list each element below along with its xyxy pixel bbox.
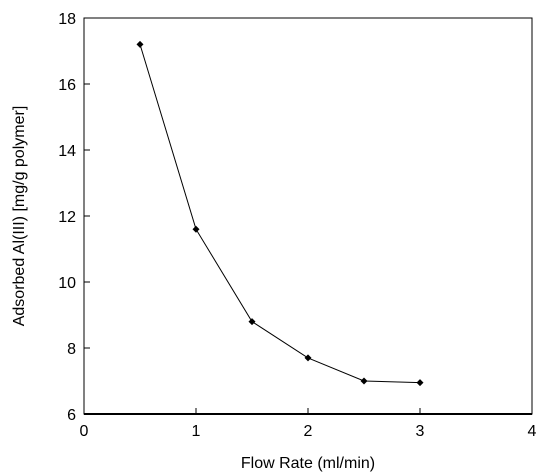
y-tick-label: 8 xyxy=(67,341,76,358)
x-axis-ticks: 0 1 2 3 4 xyxy=(80,408,537,440)
series-layer xyxy=(136,40,424,387)
y-tick-label: 16 xyxy=(58,77,76,94)
y-tick-label: 6 xyxy=(67,407,76,424)
data-point-marker xyxy=(248,318,256,326)
data-point-marker xyxy=(304,354,312,362)
x-tick-label: 2 xyxy=(304,423,313,440)
x-tick-label: 3 xyxy=(416,423,425,440)
y-tick-label: 18 xyxy=(58,11,76,28)
x-tick-label: 4 xyxy=(528,423,537,440)
y-axis-title: Adsorbed Al(III) [mg/g polymer] xyxy=(11,106,28,327)
y-tick-label: 14 xyxy=(58,143,76,160)
y-tick-label: 10 xyxy=(58,275,76,292)
y-axis-ticks: 6 8 10 12 14 16 18 xyxy=(58,11,90,424)
y-tick-label: 12 xyxy=(58,209,76,226)
data-point-marker xyxy=(416,379,424,387)
x-tick-label: 1 xyxy=(192,423,201,440)
data-point-marker xyxy=(192,225,200,233)
x-tick-label: 0 xyxy=(80,423,89,440)
series-line xyxy=(139,44,421,384)
x-axis-title: Flow Rate (ml/min) xyxy=(241,455,375,472)
data-point-marker xyxy=(136,40,144,48)
data-point-marker xyxy=(360,377,368,385)
